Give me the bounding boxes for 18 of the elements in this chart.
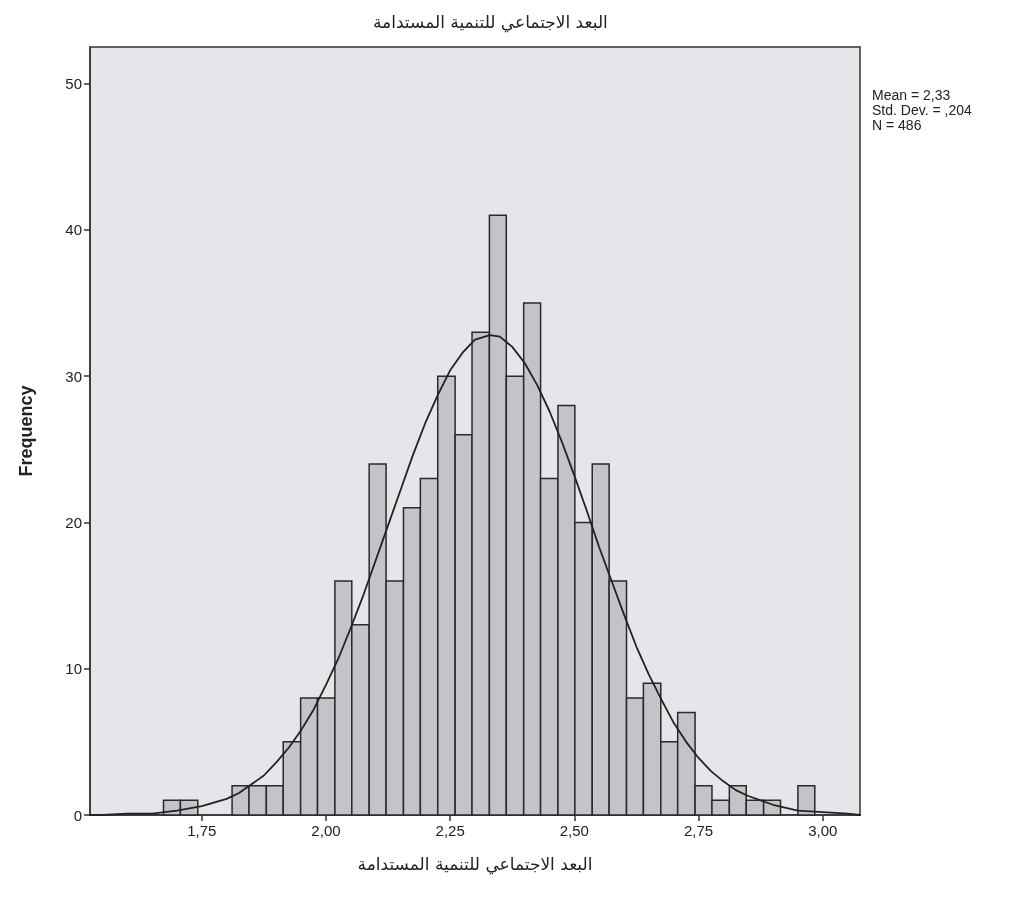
x-axis-title: البعد الاجتماعي للتنمية المستدامة (357, 853, 593, 875)
text: Std. Dev. = ,204 (872, 102, 972, 118)
x-tick-label: 2,75 (683, 822, 714, 839)
y-tick-label: 40 (65, 221, 82, 239)
x-tick-label: 3,00 (808, 822, 838, 839)
y-tick-label: 30 (65, 367, 82, 385)
text: Mean = 2,33 (872, 87, 951, 103)
y-tick-label: 10 (65, 660, 82, 678)
text: N = 486 (872, 117, 922, 133)
chart-title: البعد الاجتماعي للتنمية المستدامة (373, 11, 608, 33)
y-tick-label: 0 (73, 806, 82, 824)
y-tick-label: 50 (65, 75, 82, 93)
x-tick-label: 2,50 (559, 822, 589, 839)
y-tick-label: 20 (65, 513, 82, 531)
y-axis-title: Frequency (16, 385, 36, 477)
x-tick-label: 2,25 (435, 822, 465, 839)
x-tick-label: 2,00 (311, 822, 341, 839)
x-tick-label: 1,75 (187, 822, 217, 839)
